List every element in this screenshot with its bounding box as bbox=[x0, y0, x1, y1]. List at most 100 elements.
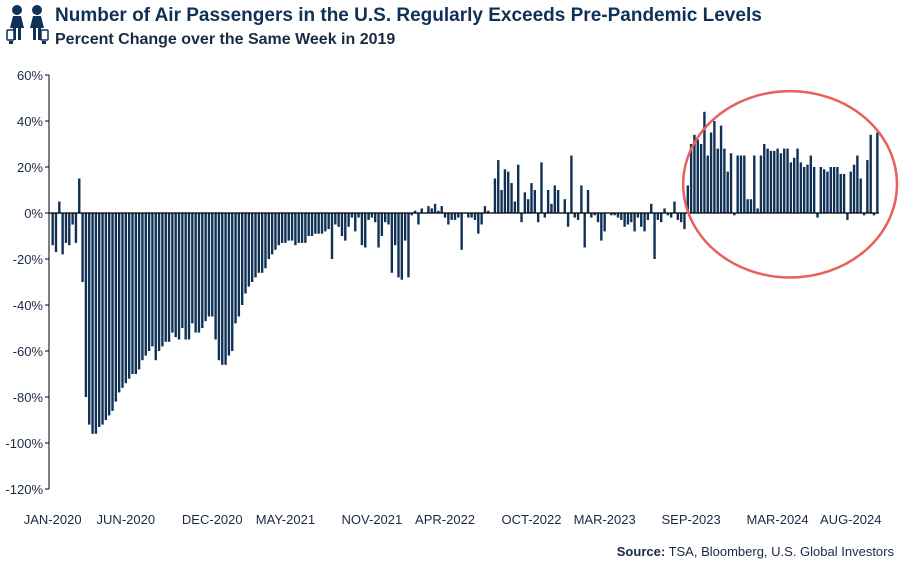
bar bbox=[726, 171, 729, 213]
bar bbox=[167, 213, 171, 342]
bar bbox=[171, 213, 174, 333]
bar bbox=[783, 148, 786, 213]
bar bbox=[686, 185, 689, 213]
source-text: TSA, Bloomberg, U.S. Global Investors bbox=[668, 544, 894, 559]
bar bbox=[566, 213, 570, 227]
bar bbox=[98, 213, 101, 427]
bar bbox=[260, 213, 264, 273]
bar bbox=[317, 213, 320, 234]
bar bbox=[413, 210, 417, 213]
bar bbox=[297, 213, 300, 243]
bar bbox=[420, 208, 423, 213]
bar bbox=[583, 213, 586, 248]
bar bbox=[729, 153, 733, 213]
x-tick-label: AUG-2024 bbox=[820, 512, 881, 527]
bar bbox=[191, 213, 194, 324]
bar bbox=[613, 213, 616, 216]
bar bbox=[393, 213, 397, 246]
bar bbox=[736, 155, 739, 213]
bar bbox=[793, 157, 796, 213]
bar bbox=[144, 213, 147, 356]
bar bbox=[330, 213, 334, 259]
bar bbox=[81, 213, 84, 282]
bar bbox=[204, 213, 207, 322]
chart-area: 60% 40% 20% 0% -20% -40% -60% -80% -100% -120% JA… bbox=[0, 60, 900, 540]
x-axis: JAN-2020 JUN-2020 DEC-2020 MAY-2021 NOV-2021… bbox=[24, 512, 882, 527]
bar bbox=[773, 150, 776, 213]
bar bbox=[530, 183, 533, 213]
bar bbox=[546, 190, 550, 213]
bar bbox=[314, 213, 317, 234]
y-tick-label: 0% bbox=[24, 206, 43, 221]
bar bbox=[234, 213, 237, 324]
bar bbox=[500, 190, 503, 213]
bar bbox=[749, 199, 753, 213]
bar bbox=[699, 144, 703, 213]
bar bbox=[360, 213, 364, 246]
bar bbox=[809, 155, 813, 213]
bar bbox=[387, 213, 390, 225]
bar bbox=[586, 190, 590, 213]
bar bbox=[523, 192, 527, 213]
bar bbox=[197, 213, 201, 333]
bar bbox=[453, 213, 457, 220]
bar bbox=[756, 208, 759, 213]
bar bbox=[553, 185, 556, 213]
bar bbox=[679, 213, 683, 223]
bar bbox=[650, 203, 653, 213]
bar bbox=[483, 206, 487, 213]
bar bbox=[127, 213, 131, 379]
bar bbox=[636, 213, 640, 218]
bar bbox=[254, 213, 257, 278]
bar bbox=[51, 213, 54, 246]
bar bbox=[217, 213, 221, 361]
bar bbox=[201, 213, 204, 328]
bar bbox=[796, 148, 799, 213]
bar bbox=[832, 167, 836, 213]
bar bbox=[350, 213, 354, 218]
bar bbox=[304, 213, 307, 243]
y-tick-label: -100% bbox=[5, 436, 43, 451]
y-tick-label: -120% bbox=[5, 482, 43, 497]
bar bbox=[739, 155, 743, 213]
bar bbox=[157, 213, 161, 351]
bar bbox=[417, 213, 420, 225]
bar bbox=[653, 213, 656, 259]
bar bbox=[68, 213, 71, 246]
bar bbox=[743, 155, 746, 213]
bar bbox=[377, 213, 380, 248]
bar bbox=[274, 213, 277, 250]
bar bbox=[746, 199, 749, 213]
bar bbox=[620, 213, 623, 220]
bar bbox=[101, 213, 104, 425]
bar bbox=[64, 213, 68, 243]
bar bbox=[277, 213, 280, 246]
bar bbox=[703, 111, 706, 213]
bar bbox=[640, 213, 643, 227]
bar bbox=[211, 213, 214, 317]
y-tick-label: -60% bbox=[13, 344, 44, 359]
bar bbox=[337, 213, 340, 227]
bar bbox=[450, 213, 453, 220]
bar bbox=[786, 148, 789, 213]
bar-series bbox=[51, 111, 879, 434]
bar bbox=[763, 144, 766, 213]
bar bbox=[487, 210, 490, 213]
bar bbox=[443, 213, 447, 218]
x-tick-label: DEC-2020 bbox=[182, 512, 243, 527]
bar bbox=[846, 213, 849, 220]
bar bbox=[643, 213, 646, 232]
bar bbox=[267, 213, 270, 259]
bar bbox=[876, 132, 879, 213]
bar bbox=[340, 213, 344, 236]
bar bbox=[374, 213, 377, 223]
x-tick-label: MAR-2023 bbox=[574, 512, 636, 527]
bar bbox=[227, 213, 231, 356]
bar bbox=[231, 213, 234, 351]
bar bbox=[669, 213, 673, 218]
bar bbox=[733, 213, 736, 216]
bar bbox=[224, 213, 227, 365]
bar bbox=[310, 213, 314, 236]
bar bbox=[706, 155, 709, 213]
bar bbox=[610, 213, 613, 216]
